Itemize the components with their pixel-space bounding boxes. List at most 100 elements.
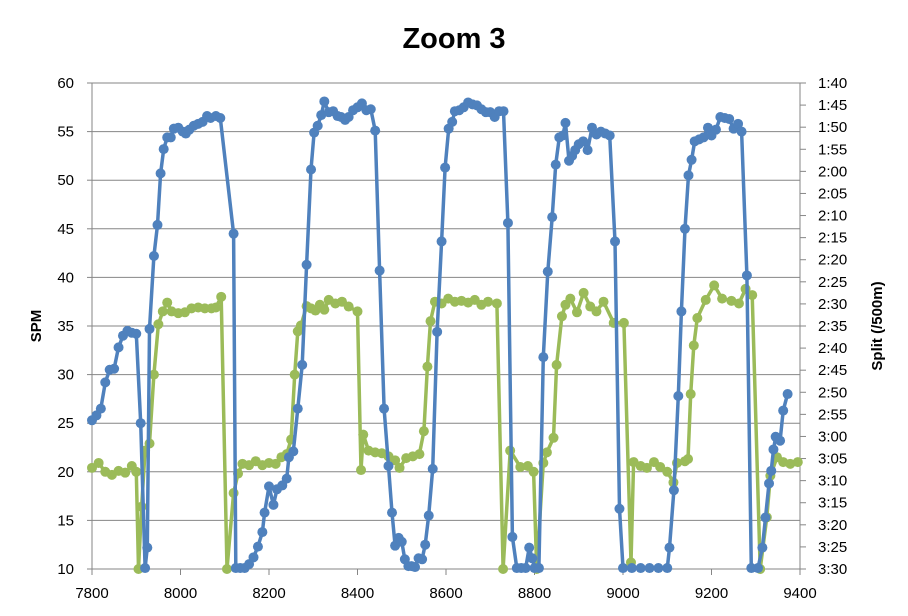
- x-tick-label: 9400: [783, 585, 816, 602]
- spm-point: [653, 563, 664, 574]
- spm-point: [778, 405, 789, 416]
- split-point: [700, 294, 711, 305]
- spm-point: [560, 117, 571, 128]
- split-point: [491, 298, 502, 309]
- spm-point: [436, 236, 447, 247]
- y-tick-label: 50: [57, 172, 74, 189]
- split-point: [578, 287, 589, 298]
- split-point: [422, 361, 433, 372]
- spm-point: [316, 110, 327, 121]
- y2-tick-label: 2:55: [818, 406, 847, 423]
- y2-tick-label: 2:00: [818, 163, 847, 180]
- spm-point: [542, 266, 553, 277]
- split-point: [157, 306, 168, 317]
- split-line: [90, 283, 799, 571]
- spm-point: [635, 563, 646, 574]
- split-point: [548, 432, 559, 443]
- spm-point: [664, 542, 675, 553]
- spm-point: [252, 541, 263, 552]
- spm-point: [248, 552, 259, 563]
- y-axis-label: SPM: [28, 310, 45, 343]
- split-point: [551, 359, 562, 370]
- split-point: [93, 457, 104, 468]
- split-point: [270, 458, 281, 469]
- spm-point: [165, 132, 176, 143]
- split-point: [641, 462, 652, 473]
- split-point: [515, 461, 526, 472]
- spm-point: [100, 377, 111, 388]
- spm-point: [379, 403, 390, 414]
- spm-point: [644, 563, 655, 574]
- spm-point: [387, 507, 398, 518]
- split-point: [498, 564, 509, 574]
- spm-point: [370, 125, 381, 136]
- split-point: [685, 389, 696, 400]
- series-spm: [87, 96, 793, 574]
- spm-point: [95, 403, 106, 414]
- spm-point: [533, 563, 544, 574]
- split-point: [394, 462, 405, 473]
- spm-point: [752, 563, 763, 574]
- split-point: [148, 369, 159, 380]
- split-point: [319, 304, 330, 315]
- spm-point: [155, 168, 166, 179]
- y2-tick-label: 2:10: [818, 208, 847, 225]
- y2-tick-label: 3:15: [818, 495, 847, 512]
- spm-point: [498, 106, 509, 117]
- split-point: [709, 280, 720, 291]
- series-split: [87, 280, 803, 574]
- split-point: [221, 564, 232, 574]
- split-point: [483, 296, 494, 307]
- spm-point: [135, 418, 146, 429]
- split-point: [120, 467, 131, 478]
- spm-point: [440, 162, 451, 173]
- spm-point: [610, 236, 621, 247]
- split-point: [390, 455, 401, 466]
- spm-point: [614, 503, 625, 514]
- y2-tick-label: 3:20: [818, 517, 847, 534]
- spm-point: [782, 389, 793, 400]
- y2-tick-label: 3:00: [818, 428, 847, 445]
- spm-point: [673, 390, 684, 401]
- spm-point: [686, 154, 697, 165]
- spm-point: [158, 144, 169, 155]
- spm-point: [410, 562, 421, 573]
- spm-point: [547, 212, 558, 223]
- y-tick-label: 60: [57, 75, 74, 92]
- y-tick-label: 30: [57, 367, 74, 384]
- split-point: [747, 290, 758, 301]
- split-point: [683, 453, 694, 464]
- spm-point: [733, 118, 744, 129]
- split-point: [717, 293, 728, 304]
- spm-point: [768, 444, 779, 455]
- spm-point: [679, 223, 690, 234]
- split-point: [556, 311, 567, 322]
- spm-point: [724, 113, 735, 124]
- y-tick-label: 15: [57, 512, 74, 529]
- split-point: [688, 340, 699, 351]
- spm-point: [152, 219, 163, 230]
- y2-axis-ticks: 1:40 1:45 1:50 1:55 2:00 2:05 2:10 2:15 2:20 2:25…: [800, 75, 847, 578]
- y2-tick-label: 3:05: [818, 451, 847, 468]
- spm-point: [550, 159, 561, 170]
- split-point: [358, 429, 369, 440]
- y-tick-label: 45: [57, 221, 74, 238]
- spm-point: [741, 270, 752, 281]
- x-tick-label: 8000: [164, 585, 197, 602]
- y2-tick-label: 2:30: [818, 296, 847, 313]
- series-layer: [87, 96, 803, 574]
- split-point: [425, 316, 436, 327]
- y2-tick-label: 2:40: [818, 340, 847, 357]
- spm-point: [668, 485, 679, 496]
- spm-point: [578, 136, 589, 147]
- spm-point: [447, 116, 458, 127]
- spm-point: [312, 120, 323, 131]
- spm-point: [109, 363, 120, 374]
- y2-tick-label: 2:20: [818, 252, 847, 269]
- spm-point: [142, 542, 153, 553]
- spm-point: [144, 323, 155, 334]
- spm-point: [148, 251, 159, 262]
- spm-point: [423, 510, 434, 521]
- y2-tick-label: 1:45: [818, 97, 847, 114]
- split-point: [733, 298, 744, 309]
